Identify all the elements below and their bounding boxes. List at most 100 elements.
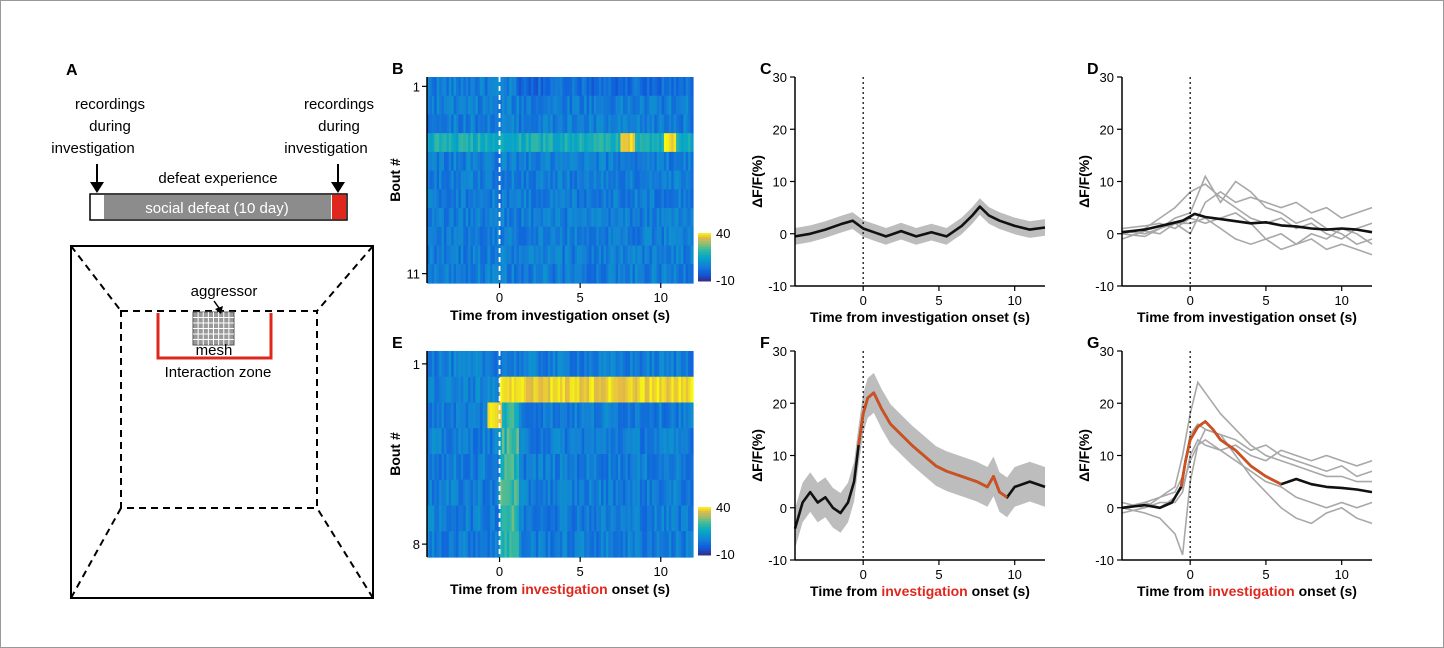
heatmap-cell [468, 208, 472, 228]
heatmap-cell [499, 351, 503, 378]
left-arrow [90, 164, 104, 193]
heatmap-cell [540, 479, 544, 507]
heatmap-cell [632, 376, 636, 404]
heatmap-cell [550, 208, 554, 228]
colorbar-min-label: -10 [716, 547, 735, 562]
heatmap-cell [630, 226, 634, 247]
heatmap-cell [656, 170, 660, 190]
heatmap-cell [627, 264, 631, 284]
heatmap-cell [622, 264, 626, 284]
heatmap-cell [533, 208, 537, 228]
heatmap-cell [560, 245, 564, 265]
x-axis-label-part: investigation [521, 307, 607, 323]
colorbar-step [698, 547, 711, 550]
heatmap-cell [586, 479, 590, 507]
heatmap-cell [465, 133, 469, 153]
heatmap-cell [576, 151, 580, 172]
heatmap-cell [584, 454, 588, 481]
heatmap-cell [533, 376, 537, 404]
heatmap-cell [661, 189, 665, 209]
heatmap-cell [456, 170, 460, 190]
heatmap-cell [460, 95, 464, 116]
heatmap-cell [497, 208, 501, 228]
panel-a: A recordings during investigation record… [51, 62, 374, 599]
heatmap-cell [596, 245, 600, 265]
heatmap-cell [610, 376, 614, 404]
heatmap-cell [644, 189, 648, 209]
heatmap-cell [458, 402, 462, 429]
colorbar-step [698, 275, 711, 278]
heatmap-cell [494, 95, 498, 116]
heatmap-cell [676, 428, 680, 455]
heatmap-cell [436, 226, 440, 247]
heatmap-cell [685, 151, 689, 172]
heatmap-cell [598, 454, 602, 481]
heatmap-cell [622, 479, 626, 507]
heatmap-cell [572, 245, 576, 265]
heatmap-cell [666, 151, 670, 172]
heatmap-cell [533, 454, 537, 481]
x-axis-label-part: investigation [881, 583, 967, 599]
heatmap-cell [436, 454, 440, 481]
heatmap-cell [572, 133, 576, 153]
heatmap-cell [659, 402, 663, 429]
heatmap-cell [630, 208, 634, 228]
heatmap-cell [530, 351, 534, 378]
heatmap-cell [593, 454, 597, 481]
colorbar-step [698, 511, 711, 514]
heatmap-cell [690, 151, 694, 172]
heatmap-cell [572, 376, 576, 404]
heatmap-cell [591, 402, 595, 429]
heatmap-cell [642, 454, 646, 481]
heatmap-cell [613, 479, 617, 507]
heatmap-cell [528, 151, 532, 172]
heatmap-cell [528, 376, 532, 404]
y-tick-label: 10 [773, 449, 787, 464]
heatmap-cell [656, 351, 660, 378]
heatmap-cell [555, 505, 559, 532]
heatmap-cell [494, 189, 498, 209]
heatmap-cell [552, 428, 556, 455]
heatmap-cell [427, 479, 431, 507]
heatmap-cell [475, 351, 479, 378]
heatmap-cell [562, 95, 566, 116]
y-tick-label: 10 [1100, 449, 1114, 464]
heatmap-cell [443, 454, 447, 481]
heatmap-cell [637, 189, 641, 209]
heatmap-cell [642, 208, 646, 228]
heatmap-cell [644, 226, 648, 247]
heatmap-cell [494, 505, 498, 532]
heatmap-cell [678, 170, 682, 190]
heatmap-cell [526, 428, 530, 455]
heatmap-cell [562, 505, 566, 532]
heatmap-cell [581, 133, 585, 153]
heatmap-cell [676, 454, 680, 481]
heatmap-cell [591, 245, 595, 265]
heatmap-cell [688, 95, 692, 116]
heatmap-cell [460, 479, 464, 507]
heatmap-cell [598, 226, 602, 247]
heatmap-cell [538, 95, 542, 116]
heatmap-cell [615, 454, 619, 481]
heatmap-cell [678, 454, 682, 481]
y-axis-label: ΔF/F(%) [749, 155, 765, 208]
heatmap-cell [651, 170, 655, 190]
heatmap-cell [579, 189, 583, 209]
heatmap-cell [642, 189, 646, 209]
heatmap-cell [685, 226, 689, 247]
heatmap-cell [685, 402, 689, 429]
heatmap-cell [637, 170, 641, 190]
heatmap-cell [436, 170, 440, 190]
heatmap-cell [477, 151, 481, 172]
heatmap-cell [489, 133, 493, 153]
heatmap-cell [639, 428, 643, 455]
heatmap-cell [576, 428, 580, 455]
heatmap-cell [564, 264, 568, 284]
heatmap-cell [644, 114, 648, 134]
heatmap-cell [647, 454, 651, 481]
heatmap-cell [622, 77, 626, 97]
x-tick-label: 5 [1262, 567, 1269, 582]
heatmap-cell [560, 189, 564, 209]
heatmap-cell [453, 428, 457, 455]
heatmap-cell [668, 376, 672, 404]
